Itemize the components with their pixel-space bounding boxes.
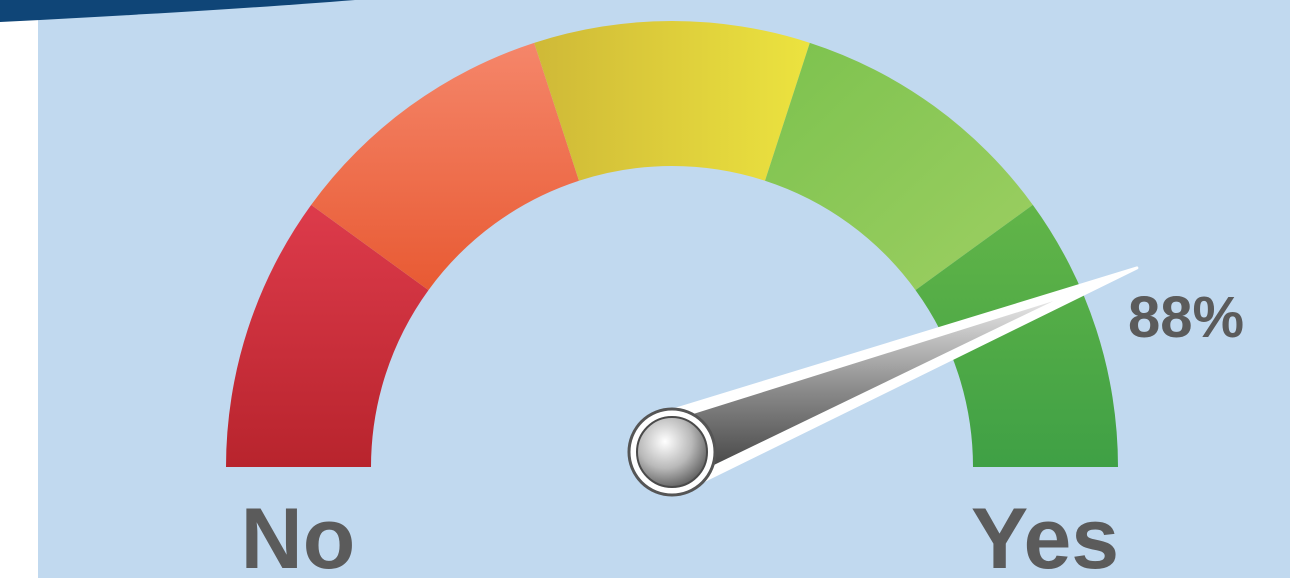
gauge-segments [226, 20, 1118, 467]
gauge-segment-2 [311, 42, 579, 291]
gauge-segment-3 [534, 20, 810, 181]
needle-body [660, 301, 1054, 480]
value-label: 88% [1128, 285, 1244, 350]
header-band [0, 0, 355, 22]
no-label: No [241, 491, 356, 578]
gauge-needle [627, 266, 1139, 497]
gauge-segment-1 [226, 204, 429, 467]
needle-hub [636, 416, 708, 488]
gauge-segment-4 [765, 42, 1033, 291]
yes-label: Yes [971, 491, 1119, 578]
gauge-segment-5 [915, 204, 1118, 467]
